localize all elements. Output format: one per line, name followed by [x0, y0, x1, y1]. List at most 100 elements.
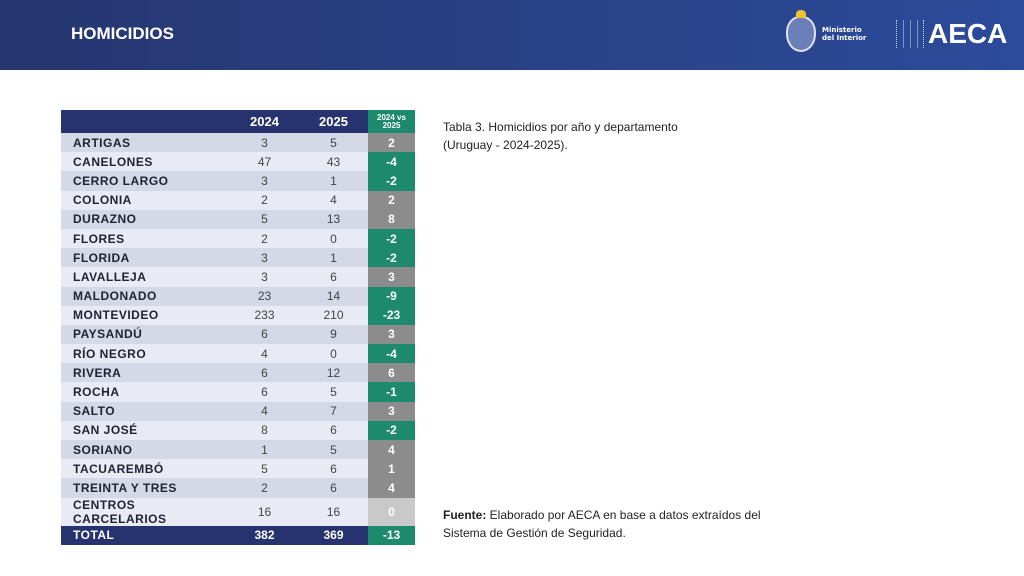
difference-cell: 4 — [368, 440, 415, 460]
table-row: ARTIGAS 3 5 2 — [61, 133, 415, 153]
difference-cell: 3 — [368, 401, 415, 421]
difference-cell: -2 — [368, 420, 415, 440]
value-2025-cell: 12 — [299, 363, 368, 383]
department-cell: TREINTA Y TRES — [61, 478, 230, 498]
col-header-diff: 2024 vs 2025 — [368, 110, 415, 133]
ministerio-line2: del Interior — [822, 34, 867, 42]
table-row: CANELONES 47 43 -4 — [61, 152, 415, 172]
table-row: FLORES 2 0 -2 — [61, 228, 415, 249]
value-2024-cell: 4 — [230, 401, 299, 421]
table-row: MONTEVIDEO 233 210 -23 — [61, 305, 415, 325]
value-2025-cell: 210 — [299, 305, 368, 325]
department-cell: TOTAL — [61, 525, 230, 545]
table-caption: Tabla 3. Homicidios por año y departamen… — [443, 120, 678, 152]
table-row: DURAZNO 5 13 8 — [61, 209, 415, 229]
department-cell: CANELONES — [61, 152, 230, 172]
department-cell: CERRO LARGO — [61, 171, 230, 191]
difference-cell: -2 — [368, 228, 415, 249]
value-2025-cell: 9 — [299, 324, 368, 345]
difference-cell: -23 — [368, 305, 415, 325]
difference-cell: 0 — [368, 497, 415, 526]
value-2024-cell: 382 — [230, 525, 299, 545]
department-cell: MALDONADO — [61, 286, 230, 306]
source-note: Fuente: Elaborado por AECA en base a dat… — [443, 506, 763, 542]
value-2024-cell: 2 — [230, 478, 299, 498]
difference-cell: -2 — [368, 171, 415, 191]
value-2025-cell: 1 — [299, 171, 368, 191]
difference-cell: -4 — [368, 152, 415, 172]
difference-cell: -13 — [368, 525, 415, 545]
difference-cell: 2 — [368, 133, 415, 153]
value-2024-cell: 6 — [230, 363, 299, 383]
col-header-2024: 2024 — [230, 110, 299, 133]
department-cell: RÍO NEGRO — [61, 344, 230, 364]
difference-cell: -1 — [368, 382, 415, 402]
table-row: SALTO 4 7 3 — [61, 401, 415, 421]
table-row: CENTROS CARCELARIOS 16 16 0 — [61, 497, 415, 526]
table-row: PAYSANDÚ 6 9 3 — [61, 324, 415, 345]
value-2024-cell: 16 — [230, 497, 299, 526]
table-row: MALDONADO 23 14 -9 — [61, 286, 415, 306]
value-2025-cell: 16 — [299, 497, 368, 526]
department-cell: TACUAREMBÓ — [61, 459, 230, 479]
value-2025-cell: 13 — [299, 209, 368, 229]
value-2025-cell: 14 — [299, 286, 368, 306]
table-row: SORIANO 1 5 4 — [61, 440, 415, 460]
difference-cell: 4 — [368, 478, 415, 498]
difference-cell: 3 — [368, 324, 415, 345]
value-2025-cell: 5 — [299, 382, 368, 402]
difference-cell: 3 — [368, 267, 415, 287]
value-2024-cell: 3 — [230, 171, 299, 191]
value-2024-cell: 2 — [230, 228, 299, 249]
table-row: TACUAREMBÓ 5 6 1 — [61, 459, 415, 479]
department-cell: SORIANO — [61, 440, 230, 460]
department-cell: DURAZNO — [61, 209, 230, 229]
value-2025-cell: 5 — [299, 133, 368, 153]
difference-cell: 8 — [368, 209, 415, 229]
value-2025-cell: 6 — [299, 267, 368, 287]
value-2025-cell: 6 — [299, 420, 368, 440]
value-2024-cell: 3 — [230, 248, 299, 268]
value-2024-cell: 5 — [230, 459, 299, 479]
col-header-2025: 2025 — [299, 110, 368, 133]
department-cell: SALTO — [61, 401, 230, 421]
ministerio-line1: Ministerio — [822, 26, 862, 34]
header-bar: HOMICIDIOS Ministerio del Interior AECA — [0, 0, 1024, 70]
value-2024-cell: 1 — [230, 440, 299, 460]
aeca-grid-icon — [896, 20, 924, 48]
value-2025-cell: 0 — [299, 228, 368, 249]
table-row: ROCHA 6 5 -1 — [61, 382, 415, 402]
department-cell: CENTROS CARCELARIOS — [61, 497, 230, 526]
table-row: RIVERA 6 12 6 — [61, 363, 415, 383]
aeca-logo: AECA — [896, 18, 1007, 50]
table-row: FLORIDA 3 1 -2 — [61, 248, 415, 268]
value-2025-cell: 369 — [299, 525, 368, 545]
value-2024-cell: 233 — [230, 305, 299, 325]
table-row: COLONIA 2 4 2 — [61, 190, 415, 210]
aeca-wordmark: AECA — [928, 18, 1008, 49]
table-row: RÍO NEGRO 4 0 -4 — [61, 344, 415, 364]
source-label: Fuente: — [443, 508, 487, 522]
value-2024-cell: 3 — [230, 267, 299, 287]
value-2024-cell: 6 — [230, 382, 299, 402]
table-row: SAN JOSÉ 8 6 -2 — [61, 420, 415, 440]
value-2025-cell: 6 — [299, 478, 368, 498]
value-2025-cell: 5 — [299, 440, 368, 460]
difference-cell: 6 — [368, 363, 415, 383]
value-2025-cell: 7 — [299, 401, 368, 421]
table-row: TREINTA Y TRES 2 6 4 — [61, 478, 415, 498]
value-2024-cell: 5 — [230, 209, 299, 229]
value-2025-cell: 4 — [299, 190, 368, 210]
department-cell: FLORES — [61, 228, 230, 249]
department-cell: COLONIA — [61, 190, 230, 210]
homicides-table: 2024 2025 2024 vs 2025 ARTIGAS 3 5 2 CANELON… — [61, 110, 415, 545]
col-header-name — [61, 110, 230, 133]
difference-cell: -2 — [368, 248, 415, 268]
value-2024-cell: 3 — [230, 133, 299, 153]
value-2024-cell: 23 — [230, 286, 299, 306]
department-cell: LAVALLEJA — [61, 267, 230, 287]
department-cell: RIVERA — [61, 363, 230, 383]
difference-cell: -9 — [368, 286, 415, 306]
department-cell: MONTEVIDEO — [61, 305, 230, 325]
coat-of-arms-icon — [786, 10, 816, 52]
